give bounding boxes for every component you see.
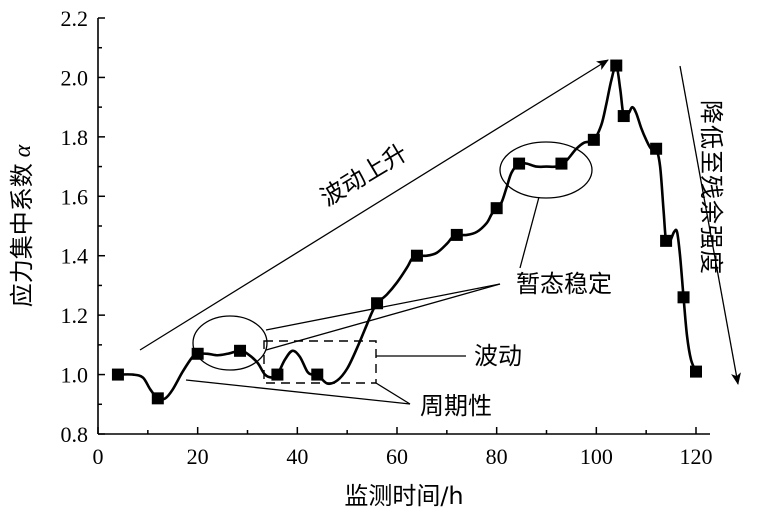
x-tick-label: 40	[286, 444, 308, 469]
x-tick-label: 20	[187, 444, 209, 469]
stable-leader-2	[265, 283, 501, 351]
temporary-stable-label: 暂态稳定	[516, 270, 612, 298]
y-axis-title: 应力集中系数 α	[8, 144, 36, 307]
stable-ellipse-left	[192, 315, 268, 371]
y-tick-label: 1.0	[61, 363, 89, 388]
data-point-marker	[513, 157, 526, 170]
series-layer	[111, 59, 702, 405]
y-tick-label: 1.4	[61, 244, 89, 269]
x-tick-label: 80	[486, 444, 508, 469]
y-axis-title-text: 应力集中系数	[8, 163, 36, 307]
periodicity-label: 周期性	[420, 392, 492, 420]
data-point-marker	[271, 368, 284, 381]
y-axis-title-symbol: α	[10, 144, 36, 157]
data-point-marker	[234, 344, 247, 357]
data-point-marker	[311, 368, 324, 381]
periodicity-leader-2	[375, 382, 411, 405]
data-point-marker	[410, 249, 423, 262]
data-point-marker	[191, 347, 204, 360]
series-line	[116, 64, 698, 401]
data-point-marker	[610, 59, 623, 72]
periodicity-leader-1	[185, 379, 411, 405]
y-tick-label: 1.2	[61, 303, 89, 328]
fluctuation-box	[263, 340, 377, 384]
y-tick-label: 1.6	[61, 184, 89, 209]
data-point-marker	[111, 368, 124, 381]
data-point-marker	[490, 202, 503, 215]
data-point-marker	[677, 291, 690, 304]
stable-ellipse-right	[499, 141, 593, 199]
tick-labels-layer: 0.8 1.0 1.2 1.4 1.6 1.8 2.0 2.2 0 20 40 60 80 100 120	[61, 6, 713, 469]
data-point-marker	[617, 110, 630, 123]
data-point-marker	[555, 157, 568, 170]
y-tick-label: 1.8	[61, 125, 89, 150]
y-tick-label: 2.2	[61, 6, 89, 31]
fall-label: 降低至残余强度	[697, 100, 725, 275]
data-point-marker	[371, 297, 384, 310]
data-point-marker	[690, 365, 702, 378]
x-tick-label: 0	[93, 444, 104, 469]
y-tick-label: 0.8	[61, 422, 89, 447]
data-point-marker	[660, 234, 673, 247]
x-tick-label: 100	[580, 444, 613, 469]
x-tick-label: 60	[386, 444, 408, 469]
rise-arrow	[139, 59, 609, 351]
data-point-marker	[151, 392, 164, 405]
y-tick-label: 2.0	[61, 65, 89, 90]
ticks-layer	[97, 17, 697, 435]
data-point-marker	[650, 142, 663, 155]
data-point-marker	[587, 133, 600, 146]
fall-arrow	[679, 65, 741, 385]
x-axis-title: 监测时间/h	[344, 482, 463, 510]
data-point-marker	[450, 228, 463, 241]
x-tick-label: 120	[680, 444, 713, 469]
fluctuation-label: 波动	[474, 342, 522, 370]
rise-label: 波动上升	[316, 138, 413, 211]
stable-leader-3	[519, 196, 540, 269]
